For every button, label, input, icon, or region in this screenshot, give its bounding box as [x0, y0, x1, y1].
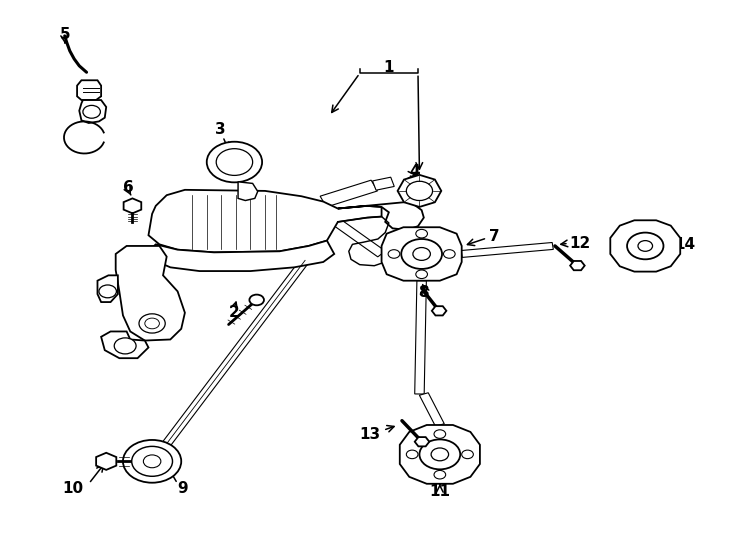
- Text: 5: 5: [59, 28, 70, 42]
- Circle shape: [131, 447, 172, 476]
- Circle shape: [431, 448, 448, 461]
- Text: 13: 13: [359, 427, 380, 442]
- Polygon shape: [238, 182, 258, 200]
- Polygon shape: [382, 227, 462, 281]
- Polygon shape: [415, 281, 426, 394]
- Circle shape: [143, 455, 161, 468]
- Text: 14: 14: [675, 237, 696, 252]
- Polygon shape: [610, 220, 680, 272]
- Circle shape: [407, 181, 432, 200]
- Circle shape: [217, 148, 252, 176]
- Circle shape: [145, 318, 159, 329]
- Circle shape: [415, 270, 427, 279]
- Circle shape: [123, 440, 181, 483]
- Polygon shape: [77, 80, 101, 100]
- Polygon shape: [333, 219, 385, 257]
- Text: 3: 3: [214, 123, 225, 138]
- Circle shape: [462, 450, 473, 458]
- Text: 4: 4: [409, 164, 420, 179]
- Circle shape: [415, 230, 427, 238]
- Polygon shape: [461, 242, 553, 258]
- Text: 10: 10: [62, 481, 84, 496]
- Polygon shape: [152, 259, 309, 460]
- Text: 1: 1: [384, 60, 394, 76]
- Circle shape: [419, 440, 460, 469]
- Text: 6: 6: [123, 180, 134, 194]
- Circle shape: [627, 233, 664, 259]
- Polygon shape: [98, 275, 118, 302]
- Polygon shape: [570, 261, 585, 270]
- Polygon shape: [398, 175, 441, 207]
- Polygon shape: [338, 201, 424, 230]
- Polygon shape: [419, 393, 444, 426]
- Circle shape: [139, 314, 165, 333]
- Polygon shape: [148, 190, 382, 252]
- Circle shape: [401, 239, 442, 269]
- Circle shape: [407, 450, 418, 458]
- Polygon shape: [415, 437, 429, 447]
- Polygon shape: [373, 177, 394, 190]
- Polygon shape: [432, 306, 446, 315]
- Text: 12: 12: [570, 236, 591, 251]
- Circle shape: [99, 285, 117, 298]
- Polygon shape: [400, 425, 480, 484]
- Circle shape: [638, 241, 653, 251]
- Circle shape: [413, 247, 430, 260]
- Text: 8: 8: [418, 285, 429, 300]
- Polygon shape: [101, 332, 148, 358]
- Text: 9: 9: [178, 481, 188, 496]
- Circle shape: [115, 338, 136, 354]
- Circle shape: [207, 141, 262, 183]
- Circle shape: [434, 470, 446, 479]
- Circle shape: [443, 249, 455, 258]
- Circle shape: [250, 295, 264, 305]
- Text: 2: 2: [229, 305, 240, 320]
- Text: 7: 7: [490, 230, 500, 245]
- Text: 11: 11: [429, 484, 451, 500]
- Circle shape: [388, 249, 400, 258]
- Polygon shape: [123, 198, 141, 213]
- Polygon shape: [116, 246, 185, 341]
- Polygon shape: [96, 453, 116, 470]
- Polygon shape: [79, 100, 106, 123]
- Circle shape: [434, 430, 446, 438]
- Circle shape: [83, 105, 101, 118]
- Polygon shape: [148, 241, 334, 271]
- Polygon shape: [320, 180, 377, 207]
